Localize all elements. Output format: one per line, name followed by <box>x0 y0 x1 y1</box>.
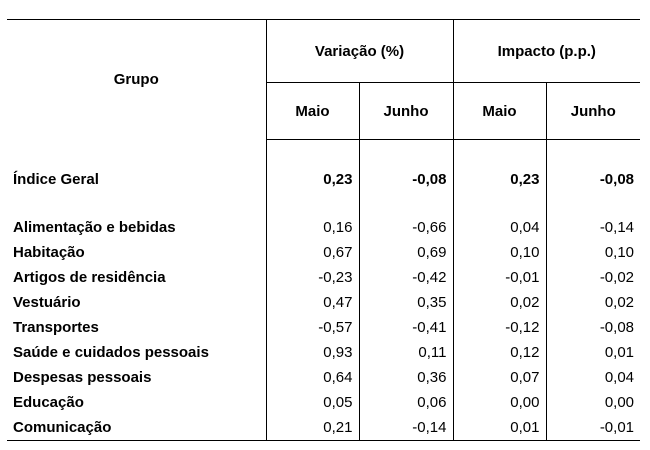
imp-maio: -0,01 <box>453 265 547 290</box>
impact-column-header: Impacto (p.p.) <box>453 19 641 83</box>
imp-maio: 0,07 <box>453 365 547 390</box>
index-row: Índice Geral 0,23 -0,08 0,23 -0,08 <box>7 156 640 203</box>
group-label: Comunicação <box>7 415 267 441</box>
imp-junho: -0,02 <box>599 269 635 286</box>
table-row: Saúde e cuidados pessoais 0,93 0,11 0,12… <box>7 340 640 365</box>
group-label: Transportes <box>7 315 267 340</box>
var-maio: 0,47 <box>266 290 360 315</box>
var-maio: -0,57 <box>266 315 360 340</box>
imp-maio: 0,01 <box>453 415 547 441</box>
var-junho: -0,41 <box>359 315 454 340</box>
imp-maio: 0,10 <box>453 240 547 265</box>
var-junho: -0,14 <box>359 415 454 441</box>
var-maio: 0,21 <box>266 415 360 441</box>
var-junho: -0,66 <box>359 215 454 240</box>
group-label: Educação <box>7 390 267 415</box>
table-row: Educação 0,05 0,06 0,00 0,00 <box>7 390 640 415</box>
imp-junho: 0,10 <box>604 244 635 261</box>
var-junho: 0,06 <box>359 390 454 415</box>
imp-junho: -0,08 <box>599 319 635 336</box>
var-junho: 0,35 <box>359 290 454 315</box>
table-body: Índice Geral 0,23 -0,08 0,23 -0,08 Alime… <box>7 139 641 441</box>
var-junho: 0,11 <box>359 340 454 365</box>
var-maio: 0,05 <box>266 390 360 415</box>
group-label: Alimentação e bebidas <box>7 215 267 240</box>
index-var-maio: 0,23 <box>266 156 360 203</box>
variation-column-header: Variação (%) <box>266 19 454 83</box>
index-var-junho: -0,08 <box>359 156 454 203</box>
index-imp-maio: 0,23 <box>453 156 547 203</box>
table-row: Habitação 0,67 0,69 0,10 0,10 <box>7 240 640 265</box>
imp-junho: 0,01 <box>604 344 635 361</box>
table-row: Alimentação e bebidas 0,16 -0,66 0,04 -0… <box>7 215 640 240</box>
var-maio: -0,23 <box>266 265 360 290</box>
table-header: Grupo Variação (%) Impacto (p.p.) Maio J… <box>7 19 641 140</box>
imp-maio: -0,12 <box>453 315 547 340</box>
index-imp-junho: -0,08 <box>599 171 635 188</box>
imp-junho: 0,04 <box>604 369 635 386</box>
index-label: Índice Geral <box>7 156 267 203</box>
imp-junho: -0,01 <box>546 415 641 441</box>
var-junho: 0,36 <box>359 365 454 390</box>
group-label: Habitação <box>7 240 267 265</box>
impact-maio-header: Maio <box>453 82 547 140</box>
imp-maio: 0,02 <box>453 290 547 315</box>
imp-junho: -0,14 <box>599 219 635 236</box>
group-label: Artigos de residência <box>7 265 267 290</box>
var-maio: 0,67 <box>266 240 360 265</box>
group-column-header: Grupo <box>7 19 267 140</box>
imp-junho: 0,00 <box>604 394 635 411</box>
var-maio: 0,16 <box>266 215 360 240</box>
variation-junho-header: Junho <box>359 82 454 140</box>
variation-maio-header: Maio <box>266 82 360 140</box>
table-row: Comunicação 0,21 -0,14 0,01 -0,01 <box>7 415 641 441</box>
imp-maio: 0,00 <box>453 390 547 415</box>
group-label: Saúde e cuidados pessoais <box>7 340 267 365</box>
var-junho: 0,69 <box>359 240 454 265</box>
group-label: Vestuário <box>7 290 267 315</box>
var-junho: -0,42 <box>359 265 454 290</box>
table-row: Artigos de residência -0,23 -0,42 -0,01 … <box>7 265 640 290</box>
ipca-group-table: Grupo Variação (%) Impacto (p.p.) Maio J… <box>7 19 641 441</box>
table-row: Transportes -0,57 -0,41 -0,12 -0,08 <box>7 315 640 340</box>
table-row: Vestuário 0,47 0,35 0,02 0,02 <box>7 290 640 315</box>
imp-junho: 0,02 <box>604 294 635 311</box>
impact-junho-header: Junho <box>546 82 641 140</box>
var-maio: 0,64 <box>266 365 360 390</box>
var-maio: 0,93 <box>266 340 360 365</box>
spacer-row <box>7 203 640 215</box>
table-row: Despesas pessoais 0,64 0,36 0,07 0,04 <box>7 365 640 390</box>
imp-maio: 0,12 <box>453 340 547 365</box>
group-label: Despesas pessoais <box>7 365 267 390</box>
imp-maio: 0,04 <box>453 215 547 240</box>
spacer-row <box>7 139 640 156</box>
